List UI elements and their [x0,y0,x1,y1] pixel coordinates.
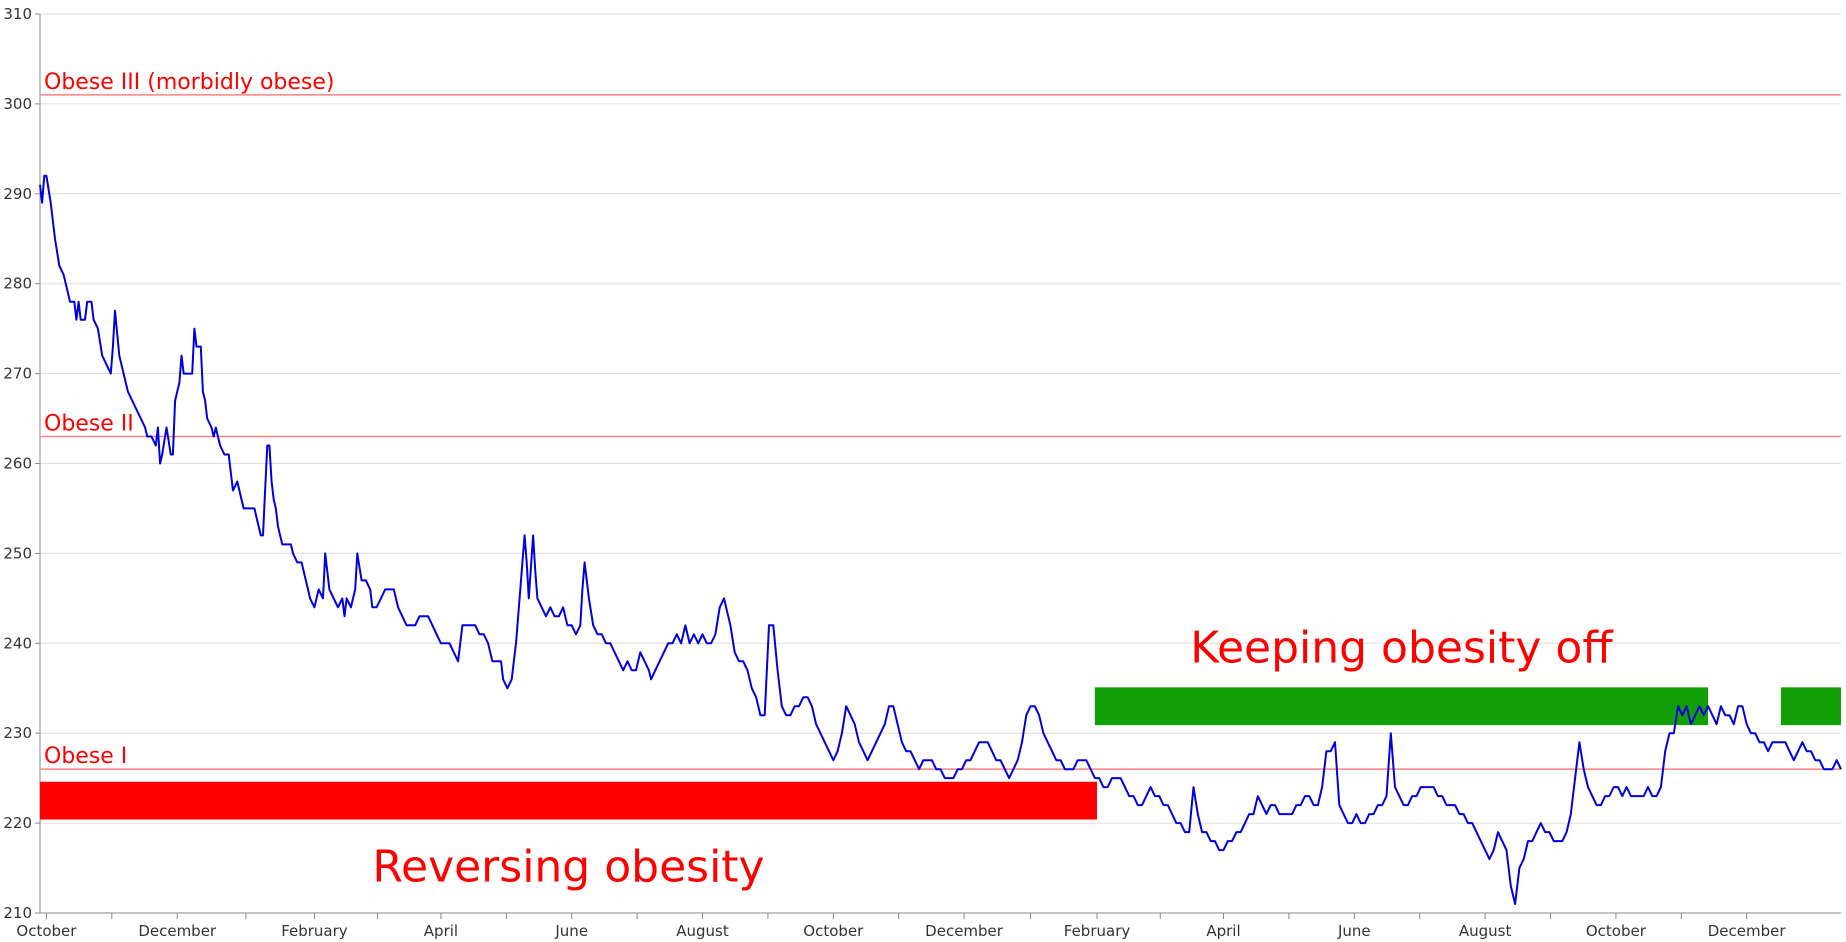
period-band-label: Reversing obesity [372,842,764,893]
y-tick-label: 310 [3,5,32,23]
x-tick-label: February [281,922,348,940]
y-axis-ticks: 210 220 230 240 250 260 270 280 290 300 310 [3,5,40,922]
x-axis-ticks: October December February April June August Oc… [16,913,1786,940]
x-tick-label: August [1459,922,1512,940]
y-tick-label: 300 [3,95,32,113]
annotation-labels: Reversing obesity Keeping obesity off [372,622,1614,892]
x-tick-label: February [1064,922,1131,940]
y-tick-label: 230 [3,724,32,742]
y-tick-label: 260 [3,455,32,473]
y-tick-label: 220 [3,814,32,832]
x-tick-label: December [1708,922,1787,940]
x-tick-label: October [803,922,864,940]
y-tick-label: 270 [3,365,32,383]
x-tick-label: June [1337,922,1371,940]
x-tick-label: December [925,922,1004,940]
period-band [1094,687,1709,726]
grid-lines [40,13,1841,914]
reference-line-label: Obese I [44,744,127,769]
x-tick-label: October [1586,922,1647,940]
reference-line-label: Obese II [44,412,134,437]
y-tick-label: 280 [3,275,32,293]
period-band [1780,687,1841,726]
y-tick-label: 210 [3,904,32,922]
x-tick-label: April [424,922,458,940]
x-tick-label: April [1206,922,1240,940]
x-tick-label: December [138,922,217,940]
x-tick-label: August [676,922,729,940]
period-band-label: Keeping obesity off [1190,622,1614,673]
x-tick-label: October [16,922,77,940]
y-tick-label: 250 [3,544,32,562]
x-tick-label: June [554,922,588,940]
series-line [39,174,1842,905]
y-tick-label: 290 [3,185,32,203]
period-band [40,781,1098,820]
period-bands [40,687,1841,820]
y-tick-label: 240 [3,634,32,652]
series-group [39,174,1842,905]
reference-line-label: Obese III (morbidly obese) [44,70,335,95]
